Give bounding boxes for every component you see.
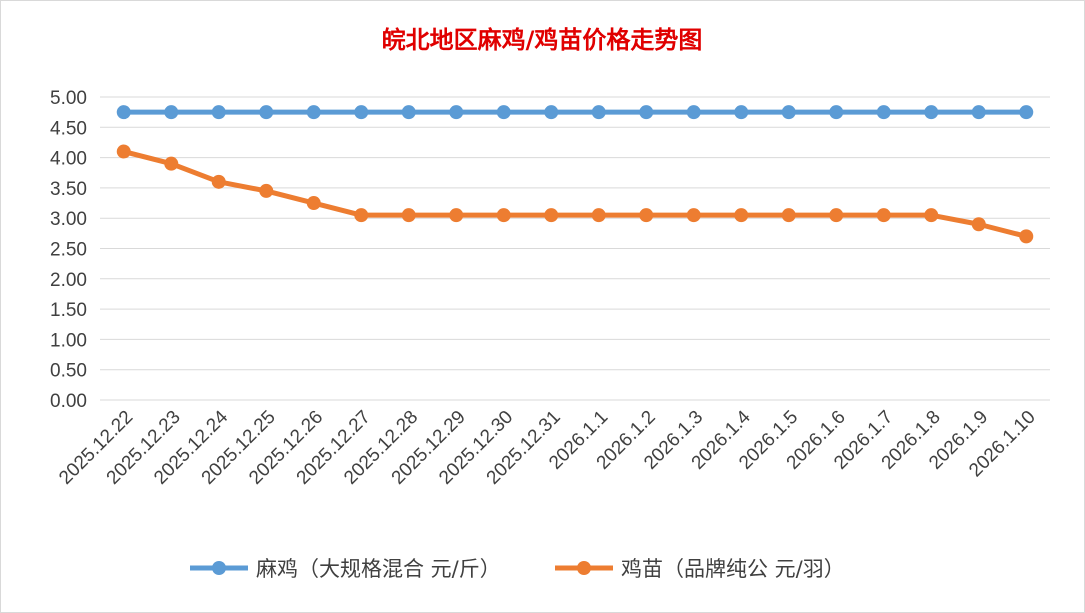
data-point: [449, 208, 464, 223]
data-point: [164, 156, 179, 171]
data-point: [259, 105, 274, 120]
series-1: [116, 105, 1034, 120]
data-point: [876, 105, 891, 120]
data-point: [1019, 105, 1034, 120]
data-point: [1019, 229, 1034, 244]
y-tick-label: 2.00: [50, 270, 87, 291]
data-point: [449, 105, 464, 120]
data-point: [306, 105, 321, 120]
legend-label: 鸡苗（品牌纯公 元/羽）: [621, 557, 845, 581]
data-point: [639, 208, 654, 223]
y-tick-label: 2.50: [50, 240, 87, 261]
data-point: [496, 105, 511, 120]
data-point: [639, 105, 654, 120]
data-point: [686, 105, 701, 120]
series-line: [121, 149, 1029, 239]
data-point: [401, 105, 416, 120]
legend-marker: [212, 561, 226, 575]
data-point: [781, 208, 796, 223]
data-point: [259, 183, 274, 198]
data-point: [591, 105, 606, 120]
data-point: [971, 105, 986, 120]
chart-title: 皖北地区麻鸡/鸡苗价格走势图: [382, 26, 703, 54]
data-point: [354, 105, 369, 120]
y-tick-label: 4.00: [50, 149, 87, 170]
data-point: [924, 208, 939, 223]
data-point: [829, 105, 844, 120]
legend-item: 鸡苗（品牌纯公 元/羽）: [555, 557, 845, 581]
data-point: [116, 144, 131, 159]
data-point: [781, 105, 796, 120]
legend: 麻鸡（大规格混合 元/斤） 鸡苗（品牌纯公 元/羽）: [190, 557, 845, 581]
y-tick-label: 0.50: [50, 361, 87, 382]
data-point: [971, 217, 986, 232]
data-point: [211, 105, 226, 120]
series-group: [116, 105, 1034, 244]
legend-label: 麻鸡（大规格混合 元/斤）: [256, 557, 501, 581]
y-axis-ticks: 0.00 0.50 1.00 1.50 2.00 2.50 3.00 3.50 4.00 4.50…: [50, 88, 87, 412]
data-point: [686, 208, 701, 223]
legend-marker: [577, 561, 591, 575]
legend-item: 麻鸡（大规格混合 元/斤）: [190, 557, 501, 581]
data-point: [829, 208, 844, 223]
data-point: [924, 105, 939, 120]
series-2: [116, 144, 1034, 244]
data-point: [401, 208, 416, 223]
data-point: [306, 196, 321, 211]
gridlines: [100, 96, 1050, 401]
data-point: [164, 105, 179, 120]
data-point: [591, 208, 606, 223]
data-point: [544, 105, 559, 120]
y-tick-label: 1.50: [50, 300, 87, 321]
data-point: [734, 208, 749, 223]
y-tick-label: 1.00: [50, 330, 87, 351]
y-tick-label: 5.00: [50, 88, 87, 109]
data-point: [734, 105, 749, 120]
data-point: [876, 208, 891, 223]
data-point: [211, 174, 226, 189]
y-tick-label: 3.00: [50, 209, 87, 230]
y-tick-label: 4.50: [50, 118, 87, 139]
data-point: [544, 208, 559, 223]
y-tick-label: 3.50: [50, 179, 87, 200]
data-point: [354, 208, 369, 223]
data-point: [496, 208, 511, 223]
data-point: [116, 105, 131, 120]
y-tick-label: 0.00: [50, 391, 87, 412]
